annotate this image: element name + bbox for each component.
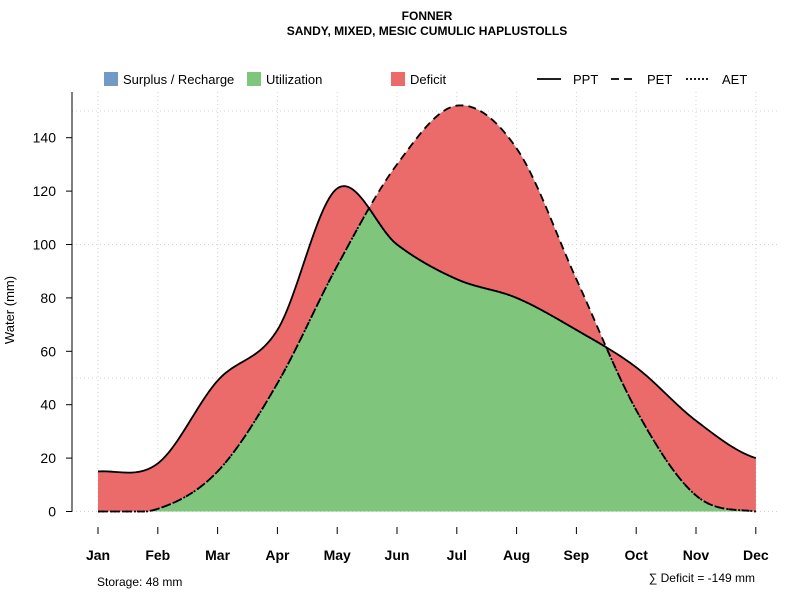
legend-swatch <box>247 72 261 86</box>
x-tick-label-feb: Feb <box>145 547 170 563</box>
y-tick-label: 40 <box>40 397 56 413</box>
series-line-aet <box>97 206 756 513</box>
x-tick-label-mar: Mar <box>205 547 230 563</box>
y-tick-label: 100 <box>33 237 57 253</box>
legend-swatch <box>391 72 405 86</box>
x-tick-label-aug: Aug <box>503 547 530 563</box>
area-layers <box>98 105 756 512</box>
legend: Surplus / Recharge Utilization Deficit PPT P… <box>104 72 747 87</box>
legend-label: Utilization <box>266 72 322 87</box>
x-tick-label-oct: Oct <box>625 547 649 563</box>
storage-note: Storage: 48 mm <box>97 575 182 589</box>
chart-title: FONNER <box>402 9 453 23</box>
y-tick-label: 20 <box>40 450 56 466</box>
x-tick-label-jan: Jan <box>86 547 110 563</box>
x-tick-label-apr: Apr <box>265 547 290 563</box>
legend-label: AET <box>722 72 747 87</box>
axes: 0 20 40 60 80 100 120 140 Jan Feb Mar Apr May Jun Jul A… <box>33 92 769 563</box>
deficit-area <box>98 105 756 512</box>
y-tick-label: 80 <box>40 290 56 306</box>
utilization-area <box>98 208 756 512</box>
y-tick-label: 60 <box>40 343 56 359</box>
series-lines <box>97 104 757 513</box>
x-tick-label-dec: Dec <box>743 547 769 563</box>
x-tick-label-nov: Nov <box>683 547 710 563</box>
chart-subtitle: SANDY, MIXED, MESIC CUMULIC HAPLUSTOLLS <box>287 24 567 38</box>
y-axis-label: Water (mm) <box>2 276 17 344</box>
legend-label: Deficit <box>410 72 447 87</box>
x-tick-label-sep: Sep <box>564 547 590 563</box>
legend-label: PPT <box>573 72 598 87</box>
x-tick-label-may: May <box>324 547 351 563</box>
x-tick-label-jun: Jun <box>385 547 410 563</box>
legend-label: Surplus / Recharge <box>123 72 234 87</box>
legend-label: PET <box>647 72 672 87</box>
deficit-note: ∑ Deficit = -149 mm <box>649 571 755 585</box>
legend-swatch <box>104 72 118 86</box>
y-tick-label: 140 <box>33 130 57 146</box>
x-tick-label-jul: Jul <box>447 547 467 563</box>
y-tick-label: 120 <box>33 183 57 199</box>
y-tick-label: 0 <box>48 504 56 520</box>
